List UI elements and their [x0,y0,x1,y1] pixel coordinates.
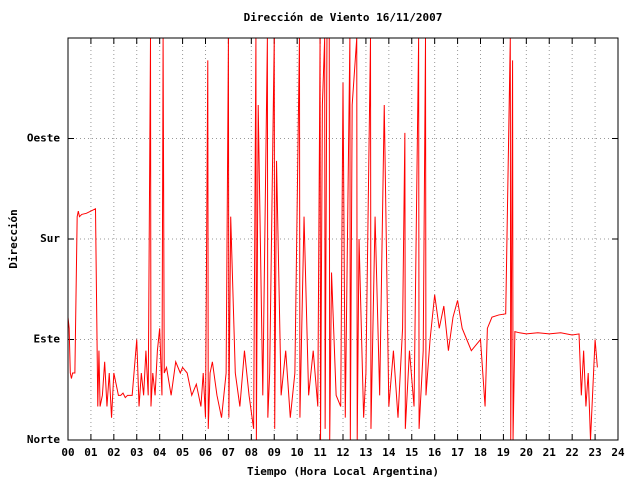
x-tick-label: 05 [176,446,189,459]
x-tick-label: 01 [84,446,98,459]
x-tick-label: 15 [405,446,418,459]
x-tick-label: 11 [313,446,327,459]
x-tick-label: 17 [451,446,464,459]
x-tick-label: 12 [336,446,349,459]
x-tick-label: 19 [497,446,510,459]
x-tick-label: 06 [199,446,213,459]
x-tick-label: 13 [359,446,372,459]
x-tick-label: 16 [428,446,442,459]
y-tick-label: Oeste [27,132,60,145]
x-tick-label: 22 [566,446,579,459]
y-axis-label: Dirección [7,209,20,269]
x-tick-label: 03 [130,446,143,459]
x-tick-label: 24 [611,446,625,459]
data-line [67,37,598,441]
x-tick-label: 23 [588,446,601,459]
x-tick-label: 21 [543,446,557,459]
x-tick-label: 08 [245,446,258,459]
x-tick-label: 10 [291,446,304,459]
x-tick-label: 09 [268,446,281,459]
y-tick-label: Sur [40,232,60,245]
y-tick-label: Este [34,333,61,346]
plot-frame [67,37,619,441]
x-tick-label: 07 [222,446,235,459]
x-axis-label: Tiempo (Hora Local Argentina) [247,465,439,478]
x-tick-label: 18 [474,446,487,459]
y-tick-label: Norte [27,433,60,446]
x-tick-label: 20 [520,446,533,459]
x-tick-label: 00 [61,446,74,459]
x-tick-label: 02 [107,446,120,459]
x-tick-label: 14 [382,446,396,459]
x-tick-label: 04 [153,446,167,459]
chart-title: Dirección de Viento 16/11/2007 [244,11,443,24]
